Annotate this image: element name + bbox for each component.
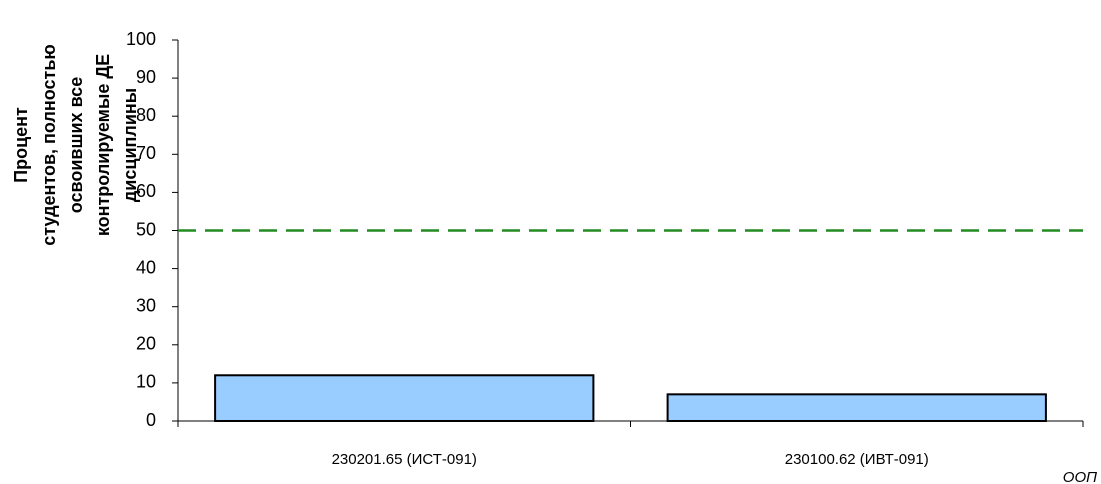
y-tick-label: 90: [136, 67, 156, 87]
y-axis-label-line: освоивших все: [66, 77, 86, 213]
y-axis-label: Процент студентов, полностью освоивших все…: [11, 44, 140, 246]
y-axis-label-line: Процент: [11, 107, 31, 183]
y-tick-label: 20: [136, 334, 156, 354]
y-tick-label: 60: [136, 181, 156, 201]
y-tick-label: 70: [136, 143, 156, 163]
y-tick-label: 50: [136, 219, 156, 239]
y-axis-label-line: дисциплины: [120, 88, 140, 202]
y-axis-label-line: студентов, полностью: [39, 44, 59, 246]
bar: [666, 393, 1047, 422]
x-axis-label: ООП: [1063, 469, 1097, 484]
y-tick-label: 0: [146, 410, 156, 430]
y-tick-label: 100: [126, 29, 156, 49]
y-tick-label: 40: [136, 257, 156, 277]
x-tick-label: 230100.62 (ИВТ-091): [785, 451, 929, 468]
x-tick-label: 230201.65 (ИСТ-091): [332, 451, 477, 468]
y-tick-label: 30: [136, 295, 156, 315]
y-tick-label: 80: [136, 105, 156, 125]
y-axis-label-line: контролируемые ДЕ: [93, 54, 113, 236]
bar: [214, 374, 595, 422]
y-tick-label: 10: [136, 372, 156, 392]
